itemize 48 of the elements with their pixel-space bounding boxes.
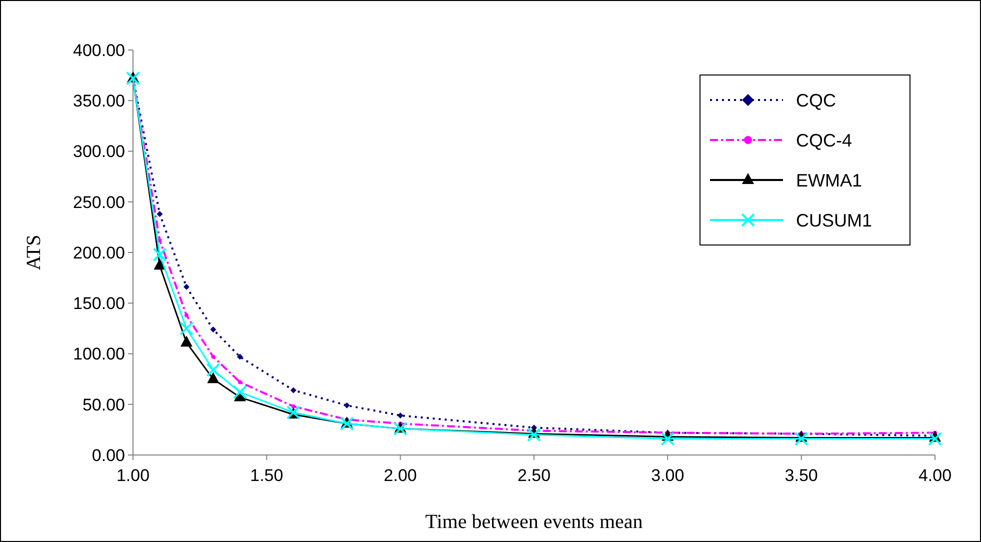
point [232, 385, 247, 400]
legend-label: EWMA1 [796, 170, 862, 190]
point [180, 336, 192, 347]
point [397, 412, 404, 419]
point [154, 258, 166, 270]
y-tick-label: 300.00 [73, 142, 125, 162]
point [152, 248, 167, 262]
y-tick-label: 0.00 [92, 446, 125, 465]
y-tick-label: 200.00 [73, 243, 125, 262]
legend-label: CQC-4 [796, 130, 852, 150]
point [928, 432, 942, 446]
point [344, 402, 350, 408]
point [660, 432, 675, 446]
x-axis-title: Time between events mean [425, 511, 643, 533]
point [183, 284, 190, 290]
legend-label: CQC [796, 90, 836, 110]
point [184, 313, 188, 318]
point [393, 422, 408, 436]
point [179, 321, 194, 336]
point [340, 416, 354, 431]
point [156, 211, 163, 218]
point [236, 354, 243, 360]
point [527, 428, 541, 442]
legend-label: CUSUM1 [796, 210, 872, 230]
y-tick-label: 150.00 [73, 294, 125, 314]
y-tick-label: 400.00 [73, 40, 125, 60]
x-tick-label: 3.00 [651, 466, 684, 485]
point [794, 432, 808, 446]
point [206, 362, 220, 377]
x-tick-label: 2.50 [517, 466, 551, 485]
x-tick-label: 4.00 [918, 466, 952, 485]
point [290, 387, 296, 394]
y-tick-label: 50.00 [82, 395, 125, 414]
point [126, 71, 140, 86]
point [210, 326, 216, 332]
x-tick-label: 3.50 [784, 466, 818, 485]
x-tick-label: 2.00 [384, 466, 417, 485]
point [291, 404, 296, 408]
point [238, 380, 242, 384]
y-tick-label: 250.00 [73, 192, 125, 212]
x-tick-label: 1.00 [116, 466, 150, 485]
point [286, 405, 300, 420]
point [207, 372, 220, 384]
y-tick-label: 100.00 [73, 344, 125, 364]
x-tick-label: 1.50 [250, 466, 284, 485]
point [211, 354, 216, 359]
y-axis-title: ATS [23, 234, 45, 270]
y-tick-label: 350.00 [73, 92, 125, 111]
